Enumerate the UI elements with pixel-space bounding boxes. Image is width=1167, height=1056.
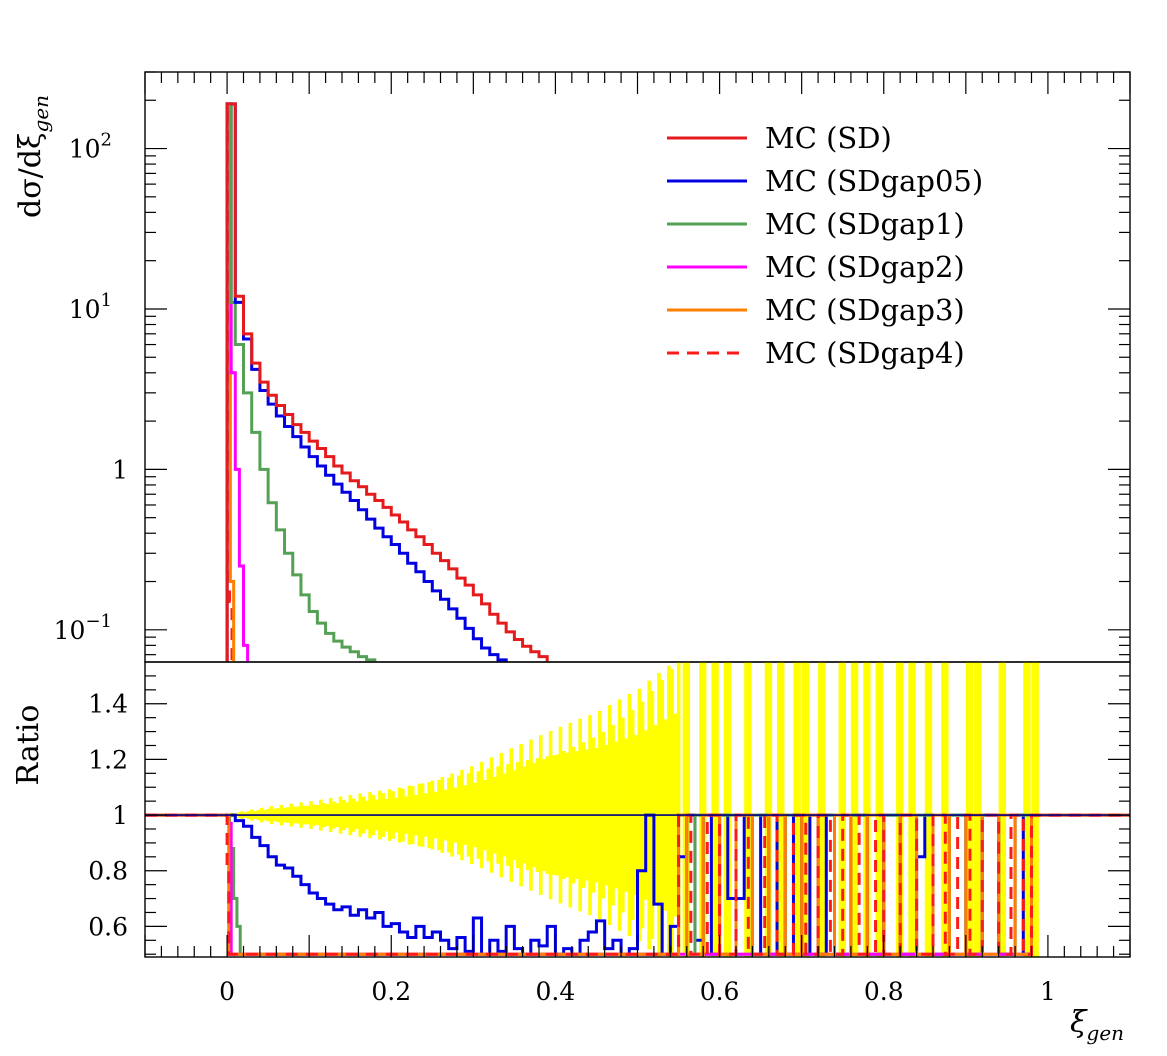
ratio-y-axis-title: Ratio (11, 705, 46, 786)
main-y-tick-label: 1 (112, 455, 128, 484)
ratio-band-spike (764, 662, 773, 957)
main-y-axis-title-main: dσ/dξ (13, 132, 48, 218)
ratio-band-spike (908, 662, 916, 957)
legend-label: MC (SDgap1) (765, 207, 965, 241)
ratio-y-tick-label: 0.6 (88, 912, 128, 941)
main-y-tick-label-base: 10 (54, 616, 86, 645)
ratio-band-spike (974, 662, 982, 957)
ratio-band-bin (676, 662, 681, 957)
main-y-tick-label-base: 10 (69, 295, 101, 324)
x-tick-label: 0.8 (864, 977, 904, 1006)
main-plot-area (225, 102, 549, 662)
ratio-band-spike (924, 662, 933, 957)
ratio-y-tick-label: 1 (112, 801, 128, 830)
x-ticks: 0 0.2 0.4 0.6 0.8 1 (144, 72, 1131, 1006)
ratio-band-spike (896, 662, 904, 957)
main-y-tick-label-base: 1 (112, 455, 128, 484)
ratio-band-spike (793, 662, 801, 957)
legend: MC (SD) MC (SDgap05) MC (SDgap1) MC (SDgap2… (667, 121, 983, 370)
main-y-tick-label: 101 (69, 290, 112, 324)
main-y-axis-title-sub: gen (29, 95, 53, 133)
main-series-line (225, 102, 508, 662)
x-tick-label: 0.6 (700, 977, 740, 1006)
ratio-band-spike (998, 662, 1007, 957)
ratio-band-spike (777, 662, 785, 957)
main-y-tick-label: 102 (69, 130, 112, 164)
ratio-y-tick-label: 0.8 (88, 857, 128, 886)
ratio-band-spike (801, 662, 810, 957)
ratio-band-spike (1023, 662, 1031, 957)
legend-label: MC (SDgap2) (765, 250, 965, 284)
legend-label: MC (SDgap3) (765, 293, 965, 327)
x-axis-title: ξgen (1070, 1005, 1124, 1045)
main-series-line (225, 102, 549, 662)
ratio-band-spike (838, 662, 846, 957)
ratio-band-spike (965, 662, 974, 957)
x-tick-label: 1 (1040, 977, 1056, 1006)
ratio-band-spike (744, 662, 752, 957)
main-y-tick-label-exp: −1 (85, 611, 112, 632)
ratio-band-bin (667, 665, 671, 957)
main-y-tick-label-exp: 1 (101, 290, 112, 311)
x-tick-label: 0.4 (536, 977, 576, 1006)
main-y-tick-label-exp: 2 (101, 130, 112, 151)
x-axis-title-main: ξ (1070, 1005, 1088, 1040)
x-axis-title-sub: gen (1087, 1021, 1125, 1045)
ratio-band-spike (850, 662, 859, 957)
main-series-line (225, 102, 377, 662)
ratio-band-spike (682, 662, 691, 957)
main-y-tick-label: 10−1 (54, 611, 112, 645)
ratio-y-ticks: 0.6 0.8 1 1.2 1.4 (88, 675, 1130, 955)
x-tick-label: 0 (219, 977, 235, 1006)
ratio-band-spike (1031, 662, 1039, 957)
ratio-band-spike (723, 662, 732, 957)
legend-label: MC (SD) (765, 121, 892, 155)
ratio-band-bin (670, 669, 674, 957)
ratio-band-spike (863, 662, 871, 957)
legend-label: MC (SDgap4) (765, 336, 965, 370)
x-tick-label: 0.2 (371, 977, 411, 1006)
ratio-band-spike (941, 662, 949, 957)
main-y-axis-title: dσ/dξgen (13, 95, 53, 218)
ratio-band-spike (699, 662, 707, 957)
main-y-tick-label-base: 10 (69, 135, 101, 164)
ratio-y-tick-label: 1.2 (88, 745, 128, 774)
ratio-band-spike (711, 662, 719, 957)
ratio-band-spike (818, 662, 826, 957)
ratio-band-spike (875, 662, 883, 957)
ratio-series-line (145, 813, 1130, 956)
legend-label: MC (SDgap05) (765, 164, 983, 198)
ratio-y-tick-label: 1.4 (88, 690, 128, 719)
